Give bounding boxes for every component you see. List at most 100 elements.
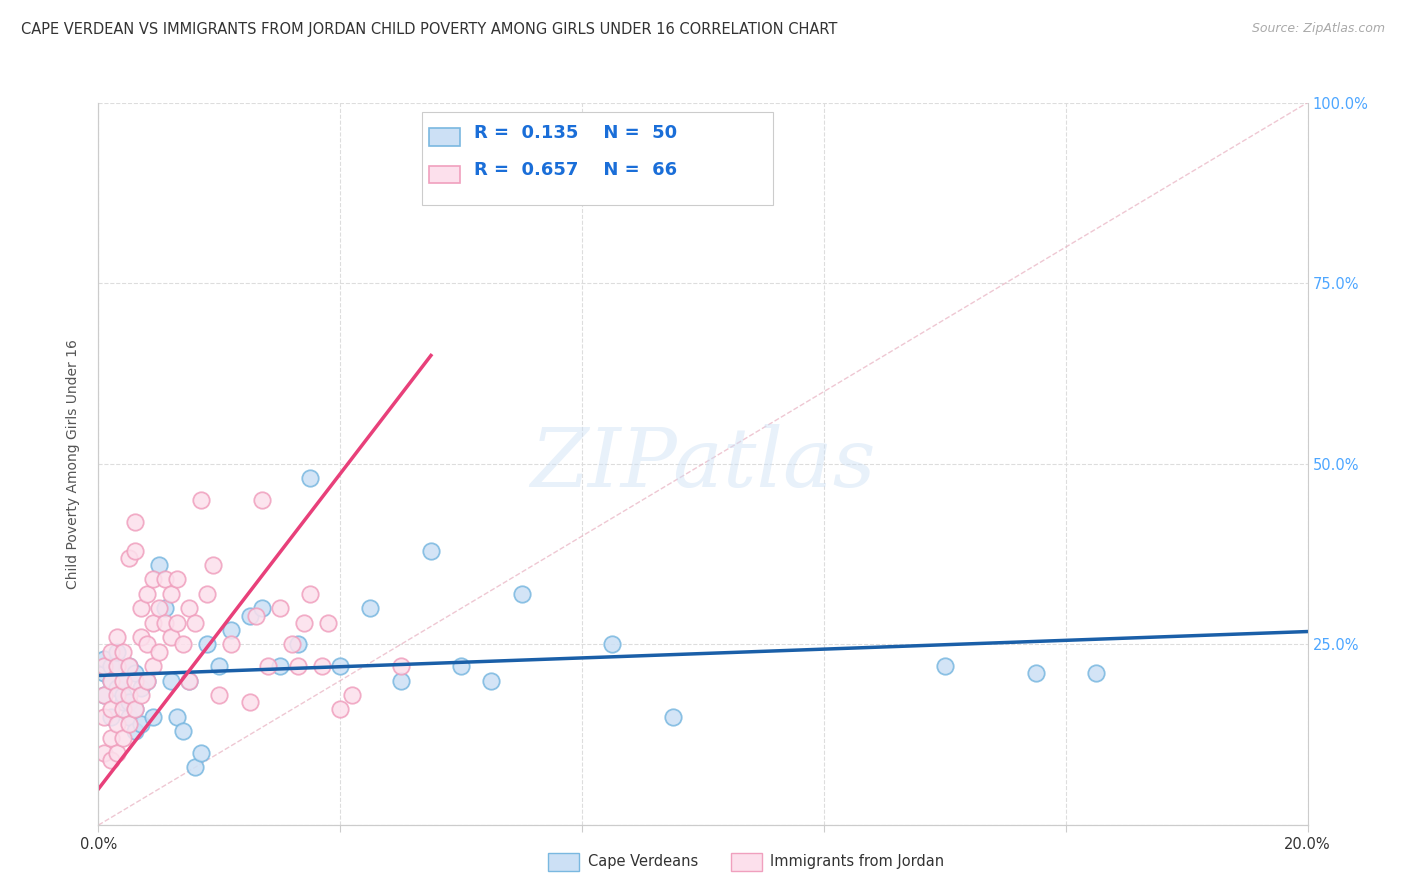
Point: [100, 673, 122, 688]
Point: [124, 702, 146, 716]
Point: [111, 702, 134, 716]
Point: [342, 688, 364, 702]
Point: [105, 681, 128, 695]
Point: [934, 659, 956, 673]
Point: [1024, 666, 1046, 681]
Point: [208, 659, 231, 673]
Point: [105, 688, 128, 702]
Text: R =  0.135    N =  50: R = 0.135 N = 50: [474, 124, 676, 142]
Point: [269, 659, 291, 673]
Point: [118, 695, 141, 709]
Point: [245, 608, 267, 623]
Point: [1085, 666, 1108, 681]
Point: [111, 645, 134, 659]
Point: [93, 710, 115, 724]
Point: [142, 573, 165, 587]
Point: [221, 623, 243, 637]
Point: [160, 673, 183, 688]
Point: [221, 637, 243, 651]
Point: [148, 558, 170, 572]
Point: [250, 492, 273, 507]
Point: [389, 673, 412, 688]
Point: [208, 688, 231, 702]
Point: [111, 695, 134, 709]
Point: [190, 492, 212, 507]
Point: [172, 637, 194, 651]
Point: [239, 695, 262, 709]
Point: [287, 659, 309, 673]
Y-axis label: Child Poverty Among Girls Under 16: Child Poverty Among Girls Under 16: [66, 339, 80, 589]
Point: [100, 702, 122, 716]
Point: [195, 637, 218, 651]
Point: [450, 659, 472, 673]
Point: [602, 637, 624, 651]
Text: R =  0.657    N =  66: R = 0.657 N = 66: [474, 161, 676, 179]
Point: [93, 652, 115, 666]
Point: [124, 702, 146, 716]
Point: [179, 673, 201, 688]
Point: [93, 688, 115, 702]
Point: [100, 753, 122, 767]
Point: [118, 688, 141, 702]
Point: [105, 717, 128, 731]
Point: [148, 645, 170, 659]
Point: [250, 601, 273, 615]
Point: [202, 558, 225, 572]
Point: [148, 601, 170, 615]
Point: [100, 645, 122, 659]
Point: [105, 746, 128, 760]
Point: [118, 659, 141, 673]
Text: CAPE VERDEAN VS IMMIGRANTS FROM JORDAN CHILD POVERTY AMONG GIRLS UNDER 16 CORREL: CAPE VERDEAN VS IMMIGRANTS FROM JORDAN C…: [21, 22, 838, 37]
Point: [118, 659, 141, 673]
Text: Cape Verdeans: Cape Verdeans: [588, 855, 697, 869]
Point: [118, 710, 141, 724]
Point: [124, 666, 146, 681]
Point: [510, 587, 533, 601]
Point: [299, 587, 322, 601]
Point: [389, 659, 412, 673]
Point: [153, 573, 176, 587]
Point: [420, 543, 443, 558]
Point: [129, 717, 152, 731]
Point: [105, 630, 128, 644]
Point: [184, 760, 207, 774]
Point: [129, 688, 152, 702]
Text: ZIPatlas: ZIPatlas: [530, 424, 876, 504]
Point: [135, 637, 157, 651]
Point: [124, 543, 146, 558]
Point: [179, 601, 201, 615]
Point: [142, 710, 165, 724]
Point: [166, 573, 188, 587]
Point: [135, 673, 157, 688]
Point: [239, 608, 262, 623]
Point: [179, 673, 201, 688]
Point: [118, 717, 141, 731]
Point: [142, 659, 165, 673]
Point: [135, 587, 157, 601]
Point: [160, 630, 183, 644]
Point: [281, 637, 304, 651]
Point: [360, 601, 382, 615]
Point: [316, 615, 339, 630]
Point: [105, 645, 128, 659]
Point: [287, 637, 309, 651]
Point: [160, 587, 183, 601]
Point: [481, 673, 503, 688]
Point: [118, 550, 141, 565]
Point: [129, 681, 152, 695]
Point: [153, 601, 176, 615]
Point: [111, 673, 134, 688]
Point: [311, 659, 333, 673]
Point: [256, 659, 278, 673]
Point: [100, 731, 122, 746]
Point: [166, 615, 188, 630]
Point: [124, 515, 146, 529]
Point: [292, 615, 315, 630]
Point: [111, 731, 134, 746]
Point: [329, 702, 352, 716]
Point: [105, 659, 128, 673]
Point: [195, 587, 218, 601]
Point: [100, 659, 122, 673]
Point: [129, 630, 152, 644]
Text: Source: ZipAtlas.com: Source: ZipAtlas.com: [1251, 22, 1385, 36]
